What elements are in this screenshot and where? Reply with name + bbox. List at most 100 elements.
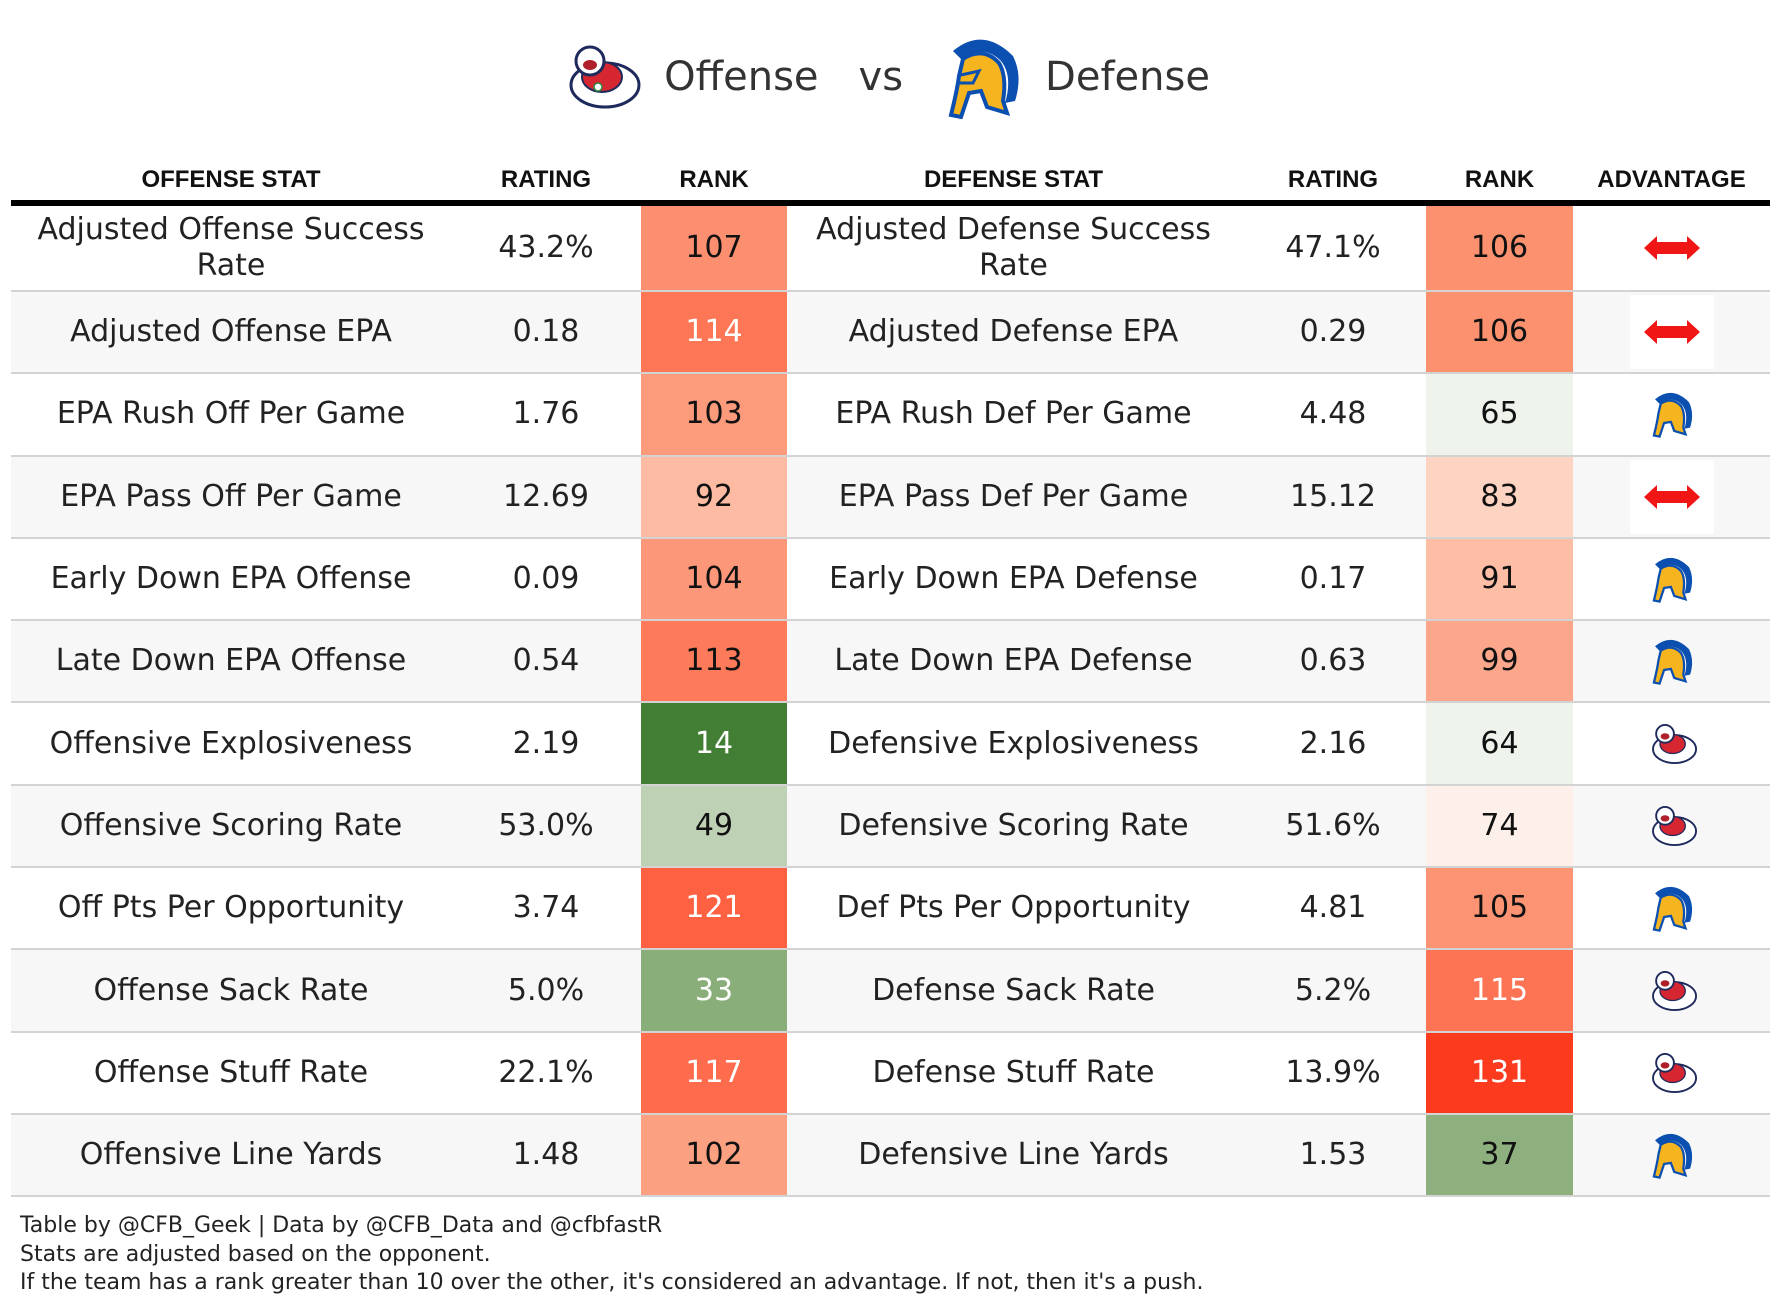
defense-stat: Early Down EPA Defense	[787, 537, 1240, 622]
offense-rating: 1.48	[451, 1113, 641, 1198]
advantage-push	[1629, 295, 1714, 370]
offense-rating: 3.74	[451, 867, 641, 951]
defense-rank: 91	[1426, 537, 1573, 622]
defense-stat: Defensive Line Yards	[787, 1113, 1240, 1198]
offense-rating: 0.54	[451, 620, 641, 704]
offense-rating: 5.0%	[451, 949, 641, 1033]
offense-rating: 0.18	[451, 291, 641, 375]
table-row: Offense Sack Rate 5.0% 33 Defense Sack R…	[11, 949, 1770, 1033]
defense-label: Defense	[1045, 54, 1210, 100]
defense-stat: Late Down EPA Defense	[787, 620, 1240, 704]
defense-rating: 4.81	[1240, 867, 1426, 951]
defense-rank: 105	[1426, 867, 1573, 951]
defense-stat: Defense Stuff Rate	[787, 1031, 1240, 1115]
table-row: EPA Rush Off Per Game 1.76 103 EPA Rush …	[11, 373, 1770, 457]
advantage-defense	[1630, 542, 1714, 616]
defense-rank: 106	[1426, 203, 1573, 292]
offense-rank: 49	[641, 784, 787, 869]
spartan-icon	[1652, 887, 1692, 933]
advantage-offense	[1630, 707, 1714, 781]
offense-rating: 53.0%	[451, 784, 641, 869]
advantage-cell	[1573, 702, 1770, 786]
offense-rating: 43.2%	[451, 203, 641, 292]
offense-rank: 121	[641, 867, 787, 951]
offense-rank: 113	[641, 620, 787, 704]
advantage-offense	[1630, 1036, 1714, 1110]
offense-stat: Offensive Explosiveness	[11, 702, 451, 786]
offense-rank: 33	[641, 949, 787, 1033]
advantage-cell	[1573, 455, 1770, 539]
col-defense-stat: DEFENSE STAT	[787, 160, 1240, 206]
advantage-cell	[1573, 537, 1770, 622]
offense-stat: Offense Sack Rate	[11, 949, 451, 1033]
table-row: Off Pts Per Opportunity 3.74 121 Def Pts…	[11, 867, 1770, 951]
footer-note: Stats are adjusted based on the opponent…	[20, 1241, 491, 1267]
defense-stat: Def Pts Per Opportunity	[787, 867, 1240, 951]
footer-explanation: If the team has a rank greater than 10 o…	[20, 1270, 1204, 1295]
defense-stat: Defensive Scoring Rate	[787, 784, 1240, 869]
bulldog-icon	[1651, 805, 1697, 846]
vs-label: vs	[858, 54, 904, 100]
defense-rating: 15.12	[1240, 455, 1426, 539]
bulldog-logo	[569, 45, 641, 109]
table-row: Adjusted Offense Success Rate 43.2% 107 …	[11, 203, 1770, 292]
table-row: Offense Stuff Rate 22.1% 117 Defense Stu…	[11, 1031, 1770, 1115]
offense-stat: EPA Pass Off Per Game	[11, 455, 451, 539]
offense-rating: 1.76	[451, 373, 641, 457]
defense-stat: Adjusted Defense Success Rate	[787, 203, 1240, 292]
defense-stat: Adjusted Defense EPA	[787, 291, 1240, 375]
table-row: EPA Pass Off Per Game 12.69 92 EPA Pass …	[11, 455, 1770, 539]
offense-stat: EPA Rush Off Per Game	[11, 373, 451, 457]
defense-rank: 37	[1426, 1113, 1573, 1198]
defense-rating: 0.29	[1240, 291, 1426, 375]
push-arrow-icon	[1643, 320, 1700, 345]
advantage-cell	[1573, 620, 1770, 704]
defense-rating: 0.63	[1240, 620, 1426, 704]
bulldog-icon	[1651, 1052, 1697, 1093]
defense-rank: 106	[1426, 291, 1573, 375]
offense-rank: 117	[641, 1031, 787, 1115]
defense-rating: 13.9%	[1240, 1031, 1426, 1115]
advantage-cell	[1573, 203, 1770, 292]
bulldog-icon	[1651, 970, 1697, 1011]
advantage-defense	[1630, 624, 1714, 698]
col-offense-rating: RATING	[451, 160, 641, 206]
defense-rank: 83	[1426, 455, 1573, 539]
spartan-icon	[1652, 557, 1692, 603]
advantage-defense	[1630, 871, 1714, 945]
defense-rank: 65	[1426, 373, 1573, 457]
footer-credit: Table by @CFB_Geek | Data by @CFB_Data a…	[20, 1213, 663, 1238]
defense-rank: 115	[1426, 949, 1573, 1033]
advantage-defense	[1630, 1118, 1714, 1192]
advantage-offense	[1630, 789, 1714, 863]
advantage-push	[1629, 459, 1714, 534]
table-row: Adjusted Offense EPA 0.18 114 Adjusted D…	[11, 291, 1770, 375]
advantage-cell	[1573, 373, 1770, 457]
offense-rank: 104	[641, 537, 787, 622]
advantage-cell	[1573, 291, 1770, 375]
advantage-cell	[1573, 867, 1770, 951]
defense-rank: 74	[1426, 784, 1573, 869]
defense-stat: EPA Pass Def Per Game	[787, 455, 1240, 539]
defense-rating: 5.2%	[1240, 949, 1426, 1033]
offense-rank: 107	[641, 203, 787, 292]
defense-stat: Defensive Explosiveness	[787, 702, 1240, 786]
title: Offense vs Defense	[0, 22, 1770, 132]
spartan-icon	[1652, 640, 1692, 686]
offense-stat: Late Down EPA Offense	[11, 620, 451, 704]
spartan-icon	[1652, 393, 1692, 439]
offense-rank: 103	[641, 373, 787, 457]
offense-label: Offense	[664, 54, 819, 100]
defense-rating: 51.6%	[1240, 784, 1426, 869]
table-row: Late Down EPA Offense 0.54 113 Late Down…	[11, 620, 1770, 704]
table-row: Early Down EPA Offense 0.09 104 Early Do…	[11, 537, 1770, 622]
push-arrow-icon	[1643, 236, 1700, 260]
defense-rating: 0.17	[1240, 537, 1426, 622]
table-row: Offensive Line Yards 1.48 102 Defensive …	[11, 1113, 1770, 1198]
offense-rank: 92	[641, 455, 787, 539]
defense-rank: 99	[1426, 620, 1573, 704]
offense-rating: 2.19	[451, 702, 641, 786]
offense-rank: 114	[641, 291, 787, 375]
advantage-cell	[1573, 784, 1770, 869]
col-advantage: ADVANTAGE	[1573, 160, 1770, 206]
